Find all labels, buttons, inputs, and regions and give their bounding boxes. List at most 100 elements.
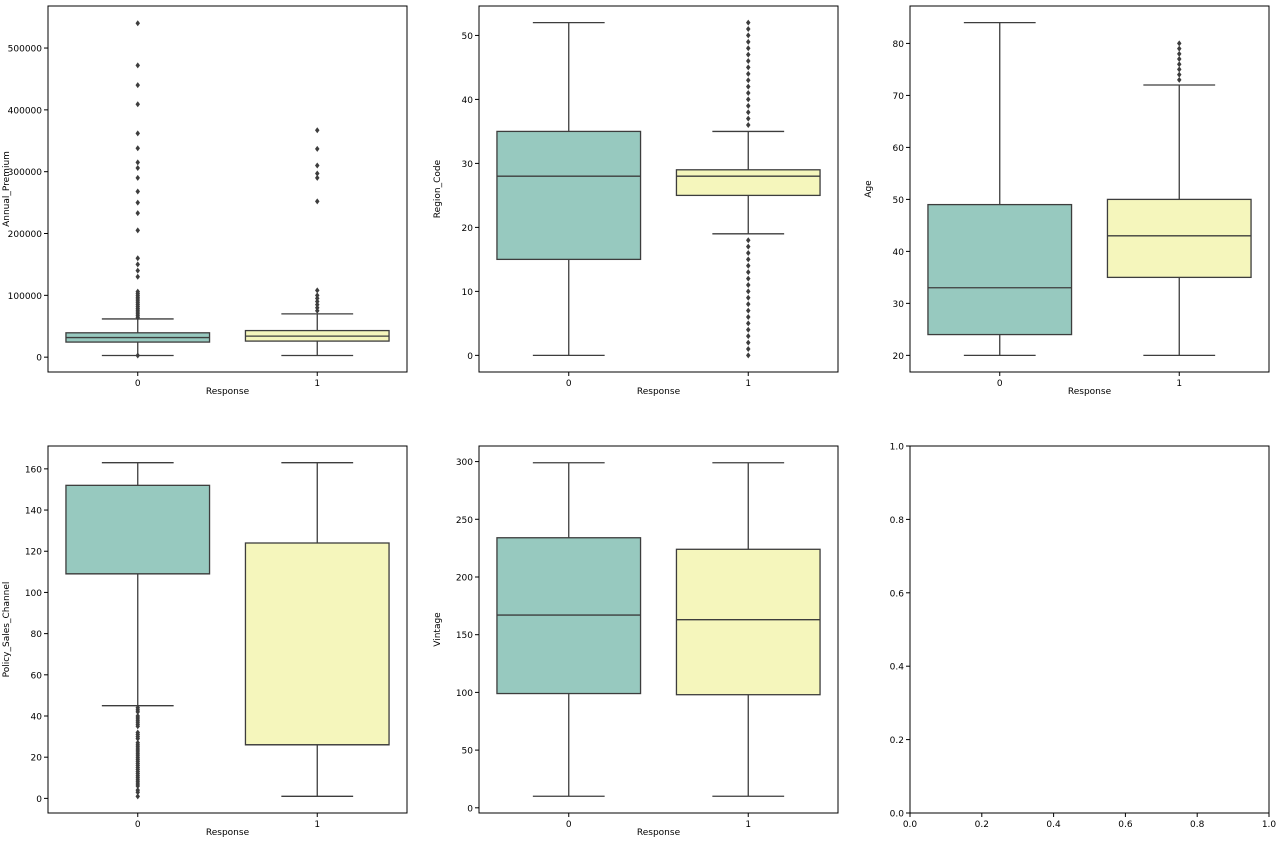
outlier-point — [135, 188, 140, 195]
outlier-point — [746, 281, 751, 288]
outlier-point — [746, 326, 751, 333]
subplot-5: 0 50 100 150 200 250 300 0 1 Response Vintage — [433, 445, 839, 838]
y-tick-label: 40 — [462, 96, 474, 106]
x-axis-label: Response — [206, 387, 250, 397]
outlier-point — [1177, 45, 1182, 52]
box-iqr — [496, 130, 642, 261]
y-tick-label: 400000 — [8, 106, 43, 116]
subplot-1: 0 100000 200000 300000 400000 500000 0 1 Respons… — [2, 5, 408, 397]
outlier-point — [135, 793, 140, 800]
subplot-6: 0.0 0.2 0.4 0.6 0.8 1.0 0.0 0.2 0.4 0.6 0.8 1.0 — [890, 443, 1277, 831]
outlier-point — [315, 298, 320, 305]
outlier-point — [135, 712, 140, 719]
outlier-point — [746, 294, 751, 301]
outlier-point — [746, 26, 751, 33]
y-tick-label: 250 — [456, 516, 473, 526]
box-iqr — [1106, 198, 1252, 279]
outlier-point — [135, 267, 140, 274]
outlier-point — [746, 90, 751, 97]
outlier-point — [135, 145, 140, 152]
y-tick-label: 0.6 — [890, 589, 905, 599]
outlier-point — [1177, 76, 1182, 83]
x-tick-label: 0.6 — [1118, 820, 1133, 830]
y-tick-label: 10 — [462, 288, 474, 298]
outlier-point — [746, 307, 751, 314]
x-tick-label: 0 — [997, 379, 1003, 389]
y-tick-label: 70 — [893, 92, 905, 102]
y-tick-label: 30 — [893, 300, 905, 310]
box-group-1 — [1106, 40, 1252, 357]
outlier-point — [135, 739, 140, 746]
outlier-point — [1177, 56, 1182, 63]
outlier-point — [135, 210, 140, 217]
x-axis-label: Response — [1068, 387, 1112, 397]
outlier-point — [746, 102, 751, 109]
y-tick-label: 0 — [36, 795, 42, 805]
outlier-point — [746, 77, 751, 84]
outlier-point — [135, 261, 140, 268]
y-tick-label: 50 — [462, 747, 474, 757]
y-tick-label: 20 — [462, 224, 474, 234]
box-group-0 — [927, 21, 1073, 357]
y-tick-label: 200000 — [8, 230, 43, 240]
outlier-point — [135, 130, 140, 137]
x-tick-label: 1 — [1176, 379, 1182, 389]
y-axis-label: Region_Code — [433, 159, 443, 218]
x-tick-label: 0.0 — [903, 820, 918, 830]
box-group-0 — [65, 20, 211, 359]
box-group-0 — [496, 21, 642, 357]
y-tick-label: 30 — [462, 160, 474, 170]
x-tick-label: 1 — [745, 379, 751, 389]
y-tick-label: 100 — [456, 689, 473, 699]
y-tick-label: 120 — [25, 548, 42, 558]
y-tick-label: 20 — [893, 352, 905, 362]
box-iqr — [927, 203, 1073, 336]
x-tick-label: 0.8 — [1190, 820, 1205, 830]
outlier-point — [746, 122, 751, 129]
y-tick-label: 0 — [467, 352, 473, 362]
y-tick-label: 40 — [893, 248, 905, 258]
outlier-point — [315, 295, 320, 302]
y-axis-label: Annual_Premium — [2, 151, 12, 227]
y-tick-label: 0.8 — [890, 516, 905, 526]
y-tick-label: 50 — [893, 196, 905, 206]
box-group-1 — [675, 19, 821, 359]
outlier-point — [1177, 61, 1182, 68]
outlier-point — [746, 345, 751, 352]
outlier-point — [135, 62, 140, 69]
outlier-point — [746, 237, 751, 244]
x-tick-label: 1 — [314, 379, 320, 389]
outlier-point — [746, 243, 751, 250]
y-tick-label: 80 — [893, 40, 905, 50]
outlier-point — [315, 170, 320, 177]
x-tick-label: 0 — [135, 820, 141, 830]
x-axis-label: Response — [637, 828, 681, 838]
y-tick-label: 0 — [36, 354, 42, 364]
outlier-point — [135, 164, 140, 171]
outlier-point — [746, 339, 751, 346]
x-axis-label: Response — [637, 387, 681, 397]
subplot-2: 0 10 20 30 40 50 0 1 Response Region_Code — [433, 5, 839, 397]
outlier-point — [135, 255, 140, 262]
outlier-point — [1177, 40, 1182, 47]
outlier-point — [746, 64, 751, 71]
outlier-point — [1177, 50, 1182, 57]
outlier-point — [135, 704, 140, 711]
outlier-point — [1177, 71, 1182, 78]
y-tick-label: 80 — [31, 630, 43, 640]
y-axis-label: Policy_Sales_Channel — [2, 582, 12, 678]
axes-frame — [909, 5, 1270, 373]
box-group-1 — [244, 127, 390, 357]
axes-frame — [47, 5, 408, 373]
outlier-point — [315, 127, 320, 134]
y-tick-label: 500000 — [8, 45, 43, 55]
y-tick-label: 0 — [467, 804, 473, 814]
outlier-point — [135, 159, 140, 166]
outlier-point — [746, 45, 751, 52]
outlier-point — [135, 227, 140, 234]
y-tick-label: 200 — [456, 573, 473, 583]
subplot-3: 20 30 40 50 60 70 80 0 1 Response Age — [864, 5, 1270, 397]
y-axis-label: Age — [864, 180, 874, 198]
box-group-1 — [244, 462, 390, 797]
